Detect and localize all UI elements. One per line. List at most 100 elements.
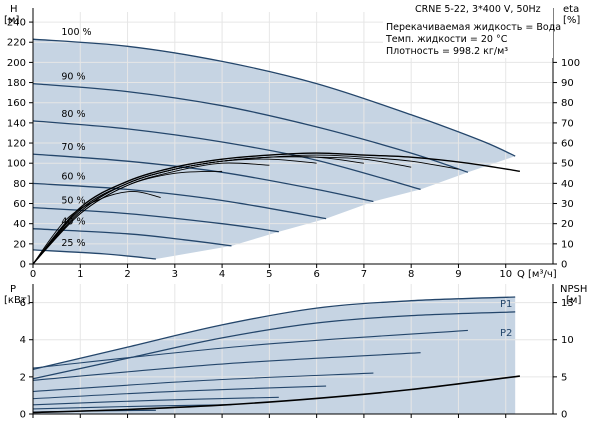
- head-curve: [32, 82, 469, 173]
- head-curve: [32, 206, 279, 233]
- info-line-3: Плотность = 998.2 кг/м³: [386, 46, 508, 57]
- speed-label: 50 %: [61, 196, 85, 207]
- head-curve: [32, 182, 327, 220]
- info-box: [383, 3, 553, 58]
- x-tick-label: 3: [172, 269, 178, 280]
- x-tick-label: 0: [30, 269, 36, 280]
- y2-tick-label: 80: [561, 98, 574, 109]
- speed-label: 100 %: [61, 27, 91, 38]
- npsh-tick-label: 10: [561, 335, 574, 346]
- y2-tick-label: 50: [561, 159, 574, 170]
- y2-tick-label: 30: [561, 199, 574, 210]
- speed-labels: 100 % 90 % 80 % 70 % 60 % 50 % 40 % 25 %: [61, 27, 91, 249]
- npsh-tick-label: 15: [561, 298, 574, 309]
- power-speed-curve: [32, 396, 279, 406]
- x-axis-letter: Q: [517, 269, 525, 280]
- power-tick-label: 6: [20, 298, 26, 309]
- x-tick-label: 9: [455, 269, 461, 280]
- power-speed-curve: [32, 385, 327, 400]
- efficiency-curve: [32, 170, 223, 265]
- head-curve: [32, 38, 516, 157]
- y-tick-label: 160: [7, 98, 26, 109]
- y-tick-label: 220: [7, 38, 26, 49]
- head-plot: 0204060801001201401601802002202400102030…: [4, 3, 580, 280]
- y2-tick-label: 20: [561, 219, 574, 230]
- power-tick-label: 4: [20, 335, 26, 346]
- speed-label: 25 %: [61, 238, 85, 249]
- efficiency-curve: [32, 152, 521, 265]
- y2-tick-label: 100: [561, 58, 580, 69]
- y-tick-label: 200: [7, 58, 26, 69]
- y-axis-unit: [м]: [4, 15, 19, 26]
- power-speed-curve: [32, 352, 421, 381]
- y2-tick-label: 70: [561, 118, 574, 129]
- y-tick-label: 0: [20, 260, 26, 271]
- speed-label: 90 %: [61, 72, 85, 83]
- x-tick-label: 10: [499, 269, 512, 280]
- power-speed-curve: [32, 329, 468, 369]
- y-tick-label: 240: [7, 18, 26, 29]
- chart-title: CRNE 5-22, 3*400 V, 50Hz: [415, 4, 541, 15]
- y-tick-label: 80: [13, 179, 26, 190]
- y-tick-label: 140: [7, 118, 26, 129]
- y2-tick-label: 90: [561, 78, 574, 89]
- x-tick-label: 1: [77, 269, 83, 280]
- power-tick-label: 0: [20, 410, 26, 421]
- efficiency-curve: [32, 158, 317, 265]
- power-plot-axes: 0 2 4 6 0 5 10 15: [20, 284, 574, 421]
- x-tick-label: 8: [408, 269, 414, 280]
- npsh-curve: [32, 375, 520, 414]
- head-plot-axes: 0204060801001201401601802002202400102030…: [7, 8, 580, 280]
- head-curve: [32, 153, 374, 203]
- power-plot: 0 2 4 6 0 5 10 15 P [кВт] NPSH [м] P1 P2: [4, 284, 587, 421]
- speed-label: 40 %: [61, 217, 85, 228]
- y2-axis-unit: [%]: [563, 15, 580, 26]
- head-curve: [32, 249, 156, 260]
- power-speed-curve: [32, 372, 374, 393]
- x-tick-label: 4: [219, 269, 225, 280]
- x-tick-label: 7: [361, 269, 367, 280]
- npsh-axis-letter: NPSH: [560, 284, 587, 295]
- efficiency-curve: [32, 190, 161, 265]
- head-curves: [32, 38, 516, 260]
- npsh-tick-label: 0: [561, 410, 567, 421]
- power-curve: [32, 296, 516, 371]
- speed-label: 70 %: [61, 142, 85, 153]
- power-curve: [32, 311, 516, 380]
- y2-tick-label: 10: [561, 239, 574, 250]
- speed-label: 60 %: [61, 171, 85, 182]
- npsh-axis-unit: [м]: [566, 295, 581, 306]
- power-axis-letter: P: [10, 284, 16, 295]
- power-axis-unit: [кВт]: [4, 295, 31, 306]
- head-curve: [32, 120, 421, 191]
- y-tick-label: 120: [7, 139, 26, 150]
- y-tick-label: 60: [13, 199, 26, 210]
- efficiency-curves: [32, 152, 521, 265]
- x-axis-unit: [м³/ч]: [528, 269, 557, 280]
- y-tick-label: 40: [13, 219, 26, 230]
- head-operating-area: [33, 39, 516, 260]
- power-area-fill: [33, 297, 516, 414]
- speed-label: 80 %: [61, 109, 85, 120]
- y-tick-label: 180: [7, 78, 26, 89]
- info-line-1: Перекачиваемая жидкость = Вода: [386, 22, 561, 33]
- y2-tick-label: 0: [561, 260, 567, 271]
- y-tick-label: 100: [7, 159, 26, 170]
- y-tick-label: 20: [13, 239, 26, 250]
- x-tick-label: 5: [266, 269, 272, 280]
- p2-label: P2: [500, 328, 512, 339]
- info-line-2: Темп. жидкости = 20 °C: [385, 34, 508, 45]
- y2-tick-label: 60: [561, 139, 574, 150]
- x-tick-label: 6: [313, 269, 319, 280]
- power-curves: [32, 296, 520, 414]
- operating-area-fill: [33, 39, 516, 260]
- y2-tick-label: 40: [561, 179, 574, 190]
- p1-label: P1: [500, 299, 512, 310]
- y-axis-letter: H: [10, 4, 18, 15]
- head-curve: [32, 228, 232, 247]
- power-operating-area: [33, 297, 516, 414]
- x-tick-label: 2: [124, 269, 130, 280]
- npsh-tick-label: 5: [561, 372, 567, 383]
- y2-axis-letter: eta: [563, 4, 579, 15]
